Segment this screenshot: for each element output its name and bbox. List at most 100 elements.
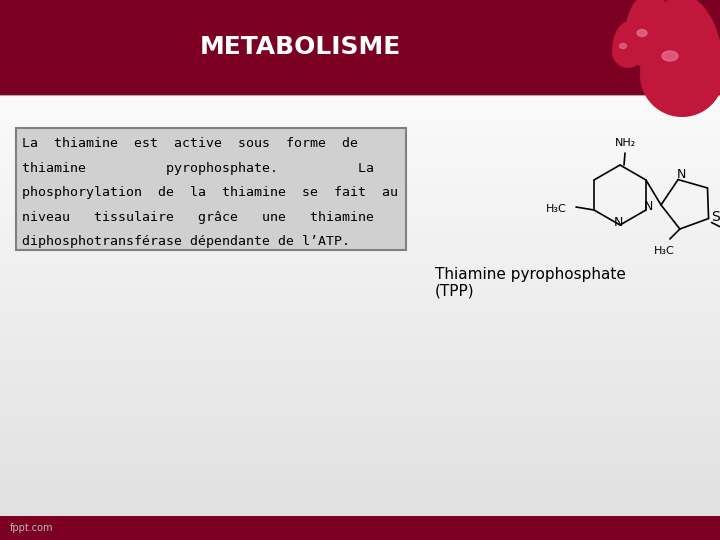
Bar xyxy=(0,302,720,306)
Bar xyxy=(0,178,720,182)
Bar xyxy=(0,218,720,221)
Text: niveau   tissulaire   grâce   une   thiamine: niveau tissulaire grâce une thiamine xyxy=(22,211,374,224)
Ellipse shape xyxy=(619,44,626,49)
Bar xyxy=(0,392,720,395)
Bar xyxy=(0,476,720,480)
Bar xyxy=(0,313,720,317)
Bar xyxy=(0,411,720,415)
Bar xyxy=(0,229,720,233)
Bar xyxy=(0,431,720,435)
Bar xyxy=(0,192,720,196)
Bar xyxy=(0,516,720,540)
Bar xyxy=(0,237,720,241)
Bar xyxy=(0,299,720,303)
Bar xyxy=(0,442,720,446)
Bar xyxy=(0,170,720,173)
Bar xyxy=(0,232,720,235)
Bar xyxy=(0,490,720,494)
Polygon shape xyxy=(612,22,644,68)
Bar xyxy=(0,113,720,118)
Bar xyxy=(0,361,720,365)
Text: La  thiamine  est  active  sous  forme  de: La thiamine est active sous forme de xyxy=(22,137,358,150)
Bar xyxy=(0,103,720,106)
Bar xyxy=(0,293,720,297)
Bar xyxy=(0,459,720,463)
Bar xyxy=(0,509,720,513)
Bar xyxy=(0,363,720,367)
Bar xyxy=(0,223,720,227)
Bar xyxy=(0,288,720,292)
Bar xyxy=(0,467,720,471)
Bar xyxy=(0,190,720,193)
Text: METABOLISME: METABOLISME xyxy=(199,36,400,59)
Bar xyxy=(0,125,720,129)
Bar xyxy=(0,285,720,289)
Bar xyxy=(0,117,720,120)
Bar xyxy=(0,159,720,163)
Text: N: N xyxy=(613,217,623,230)
Bar xyxy=(0,428,720,432)
Bar xyxy=(0,254,720,258)
Bar xyxy=(0,145,720,148)
Bar xyxy=(0,462,720,465)
Bar xyxy=(0,319,720,322)
Text: H₃C: H₃C xyxy=(654,246,674,256)
Bar xyxy=(0,450,720,454)
Bar xyxy=(0,330,720,334)
Bar xyxy=(0,260,720,264)
Bar xyxy=(0,198,720,201)
Bar xyxy=(0,164,720,168)
Bar xyxy=(0,352,720,356)
Text: NH₂: NH₂ xyxy=(614,138,636,148)
Bar xyxy=(0,420,720,423)
Bar xyxy=(0,243,720,247)
Bar xyxy=(0,445,720,449)
Bar xyxy=(0,347,720,350)
Bar xyxy=(0,111,720,114)
Bar xyxy=(0,167,720,171)
Bar xyxy=(0,246,720,249)
Bar xyxy=(0,453,720,457)
Bar xyxy=(0,316,720,320)
Bar xyxy=(0,276,720,280)
Text: N: N xyxy=(676,168,685,181)
Bar xyxy=(0,215,720,219)
Bar xyxy=(0,209,720,213)
Bar xyxy=(0,251,720,255)
Bar xyxy=(0,344,720,348)
Bar xyxy=(0,414,720,418)
Bar xyxy=(0,105,720,109)
Bar xyxy=(0,282,720,286)
Bar xyxy=(0,403,720,407)
Bar xyxy=(0,279,720,283)
Text: S: S xyxy=(711,210,720,224)
Bar xyxy=(0,150,720,154)
Bar xyxy=(0,119,720,123)
Bar xyxy=(0,296,720,300)
Bar xyxy=(0,147,720,151)
Bar xyxy=(0,240,720,244)
Bar xyxy=(0,0,720,95)
Bar xyxy=(0,372,720,376)
Bar xyxy=(0,94,720,98)
Bar xyxy=(0,131,720,134)
Bar xyxy=(0,220,720,224)
Bar xyxy=(0,448,720,451)
Bar xyxy=(0,181,720,185)
Bar xyxy=(0,507,720,510)
Bar xyxy=(0,257,720,261)
Text: fppt.com: fppt.com xyxy=(10,523,53,533)
Bar xyxy=(0,310,720,314)
Bar xyxy=(0,176,720,179)
Bar xyxy=(0,195,720,199)
Polygon shape xyxy=(640,0,720,117)
Bar xyxy=(0,324,720,328)
Bar xyxy=(0,122,720,126)
Bar xyxy=(0,97,720,100)
Bar xyxy=(0,274,720,278)
Bar xyxy=(0,366,720,370)
Bar xyxy=(0,141,720,145)
Bar xyxy=(0,394,720,398)
Bar xyxy=(0,187,720,191)
Polygon shape xyxy=(642,0,720,115)
